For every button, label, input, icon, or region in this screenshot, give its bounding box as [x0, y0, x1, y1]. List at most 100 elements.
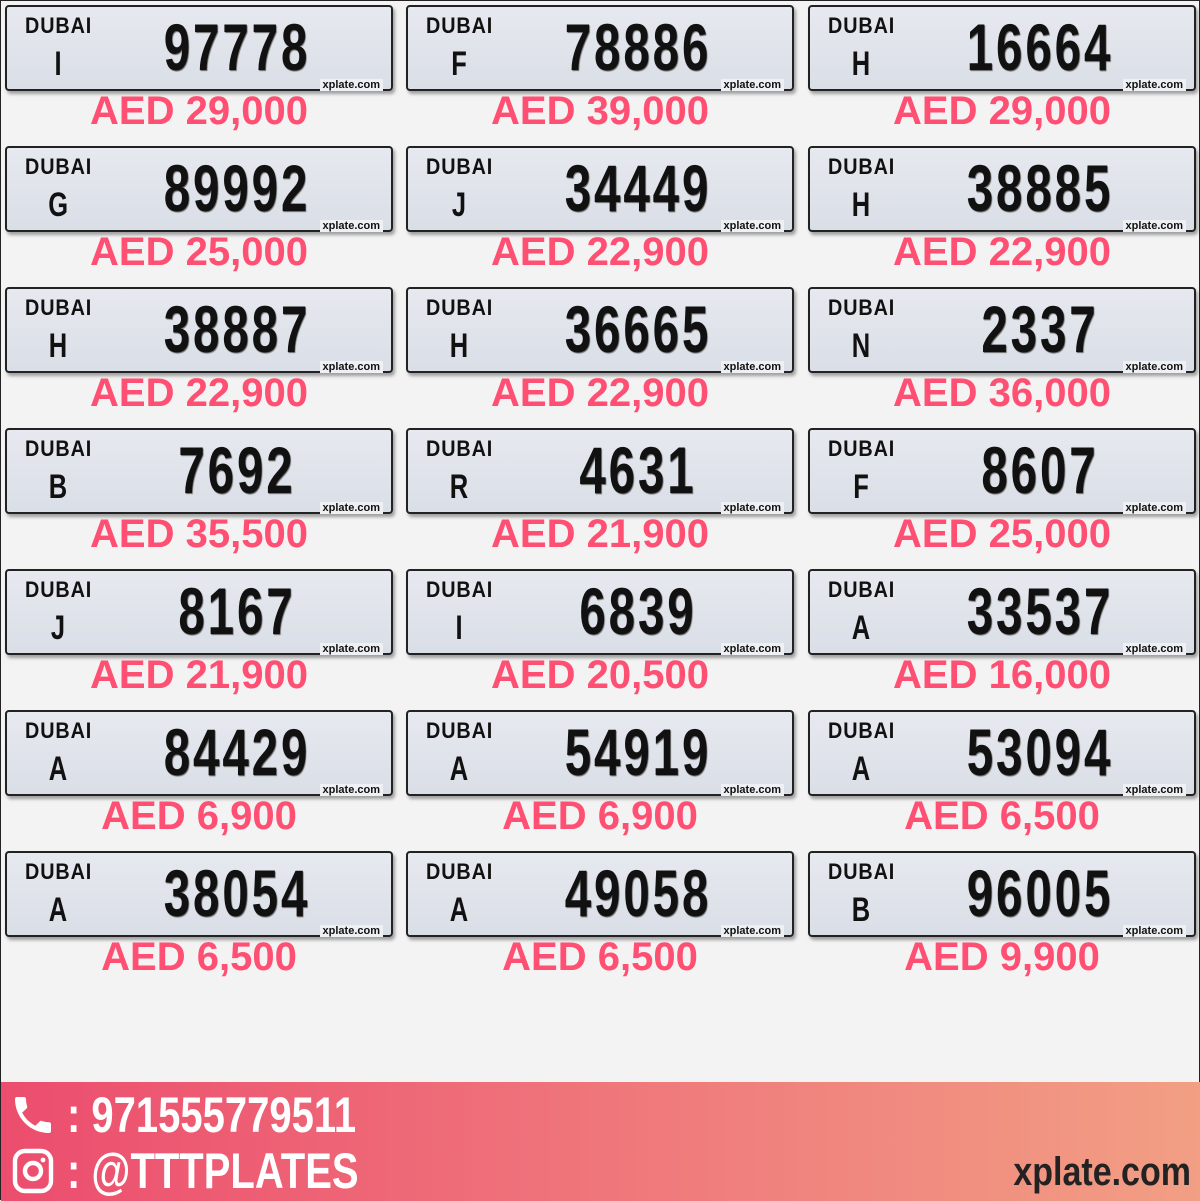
- contact-banner: : 971555779511 : @TTTPLATES xplate.com: [1, 1082, 1200, 1201]
- plate-listing[interactable]: DUBAI F 8607 xplate.com AED 25,000: [808, 428, 1196, 569]
- plate-grid: DUBAI I 97778 xplate.com AED 29,000 DUBA…: [1, 1, 1200, 1081]
- plate-listing[interactable]: DUBAI A 38054 xplate.com AED 6,500: [5, 851, 393, 992]
- plate-watermark: xplate.com: [319, 643, 383, 655]
- plate-number: 97778: [163, 10, 311, 84]
- plate-number: 8607: [981, 433, 1099, 507]
- emirate-label: DUBAI: [426, 718, 494, 743]
- plate-price: AED 22,900: [90, 371, 308, 415]
- emirate-label: DUBAI: [25, 718, 93, 743]
- plate-listing[interactable]: DUBAI H 38885 xplate.com AED 22,900: [808, 146, 1196, 287]
- plate-number: 2337: [981, 292, 1099, 366]
- plate-price: AED 39,000: [491, 89, 709, 133]
- plate-listing[interactable]: DUBAI G 89992 xplate.com AED 25,000: [5, 146, 393, 287]
- plate-watermark: xplate.com: [1122, 220, 1186, 232]
- license-plate: DUBAI H 16664 xplate.com: [808, 5, 1196, 91]
- plate-number: 6839: [579, 574, 697, 648]
- plate-price: AED 25,000: [893, 512, 1111, 556]
- plate-price: AED 6,900: [502, 794, 698, 838]
- plate-code: H: [851, 45, 871, 83]
- plate-number: 38054: [163, 856, 311, 930]
- plate-watermark: xplate.com: [720, 361, 784, 373]
- plate-price: AED 20,500: [491, 653, 709, 697]
- plate-code: H: [851, 186, 871, 224]
- plate-code: N: [851, 327, 871, 365]
- plate-price: AED 6,900: [101, 794, 297, 838]
- plate-watermark: xplate.com: [720, 643, 784, 655]
- plate-number: 96005: [966, 856, 1114, 930]
- plate-price: AED 6,500: [101, 935, 297, 979]
- license-plate: DUBAI F 78886 xplate.com: [406, 5, 794, 91]
- plate-listing[interactable]: DUBAI A 33537 xplate.com AED 16,000: [808, 569, 1196, 710]
- plate-price: AED 6,500: [502, 935, 698, 979]
- emirate-label: DUBAI: [25, 13, 93, 38]
- phone-number[interactable]: : 971555779511: [67, 1087, 357, 1143]
- emirate-label: DUBAI: [25, 436, 93, 461]
- plate-number: 89992: [163, 151, 311, 225]
- plate-listing[interactable]: DUBAI H 16664 xplate.com AED 29,000: [808, 5, 1196, 146]
- plate-listing[interactable]: DUBAI F 78886 xplate.com AED 39,000: [406, 5, 794, 146]
- plate-watermark: xplate.com: [1122, 361, 1186, 373]
- plate-listing[interactable]: DUBAI R 4631 xplate.com AED 21,900: [406, 428, 794, 569]
- plate-listing[interactable]: DUBAI B 7692 xplate.com AED 35,500: [5, 428, 393, 569]
- plate-code: F: [451, 45, 467, 83]
- plate-watermark: xplate.com: [319, 79, 383, 91]
- emirate-label: DUBAI: [25, 859, 93, 884]
- plate-listing[interactable]: DUBAI I 6839 xplate.com AED 20,500: [406, 569, 794, 710]
- plate-code: F: [853, 468, 869, 506]
- plate-watermark: xplate.com: [1122, 502, 1186, 514]
- license-plate: DUBAI I 97778 xplate.com: [5, 5, 393, 91]
- plate-price: AED 16,000: [893, 653, 1111, 697]
- plate-listing[interactable]: DUBAI H 38887 xplate.com AED 22,900: [5, 287, 393, 428]
- plate-watermark: xplate.com: [720, 79, 784, 91]
- emirate-label: DUBAI: [828, 154, 896, 179]
- plate-listing[interactable]: DUBAI B 96005 xplate.com AED 9,900: [808, 851, 1196, 992]
- instagram-handle[interactable]: : @TTTPLATES: [67, 1143, 359, 1199]
- license-plate: DUBAI G 89992 xplate.com: [5, 146, 393, 232]
- plate-code: J: [451, 186, 467, 224]
- plate-listing[interactable]: DUBAI H 36665 xplate.com AED 22,900: [406, 287, 794, 428]
- plate-code: J: [50, 609, 66, 647]
- emirate-label: DUBAI: [25, 577, 93, 602]
- plate-code: I: [455, 609, 463, 647]
- plate-code: G: [48, 186, 69, 224]
- plate-code: A: [851, 750, 871, 788]
- license-plate: DUBAI B 7692 xplate.com: [5, 428, 393, 514]
- plate-code: B: [48, 468, 68, 506]
- plate-listing[interactable]: DUBAI J 34449 xplate.com AED 22,900: [406, 146, 794, 287]
- plate-listing[interactable]: DUBAI A 54919 xplate.com AED 6,900: [406, 710, 794, 851]
- site-logo: xplate.com: [1013, 1150, 1191, 1194]
- plate-code: A: [449, 750, 469, 788]
- plate-watermark: xplate.com: [1122, 925, 1186, 937]
- emirate-label: DUBAI: [828, 577, 896, 602]
- plate-listing[interactable]: DUBAI A 49058 xplate.com AED 6,500: [406, 851, 794, 992]
- emirate-label: DUBAI: [426, 13, 494, 38]
- plate-listing[interactable]: DUBAI J 8167 xplate.com AED 21,900: [5, 569, 393, 710]
- license-plate: DUBAI A 84429 xplate.com: [5, 710, 393, 796]
- emirate-label: DUBAI: [426, 295, 494, 320]
- plate-listing[interactable]: DUBAI I 97778 xplate.com AED 29,000: [5, 5, 393, 146]
- emirate-label: DUBAI: [828, 718, 896, 743]
- plate-number: 8167: [178, 574, 296, 648]
- plate-listing[interactable]: DUBAI A 84429 xplate.com AED 6,900: [5, 710, 393, 851]
- emirate-label: DUBAI: [828, 436, 896, 461]
- plate-number: 54919: [564, 715, 712, 789]
- plate-price: AED 21,900: [90, 653, 308, 697]
- license-plate: DUBAI A 54919 xplate.com: [406, 710, 794, 796]
- plate-price: AED 9,900: [904, 935, 1100, 979]
- plate-number: 33537: [966, 574, 1114, 648]
- license-plate: DUBAI A 38054 xplate.com: [5, 851, 393, 937]
- emirate-label: DUBAI: [426, 577, 494, 602]
- plate-price: AED 29,000: [893, 89, 1111, 133]
- plate-price: AED 25,000: [90, 230, 308, 274]
- plate-number: 53094: [966, 715, 1114, 789]
- license-plate: DUBAI H 38887 xplate.com: [5, 287, 393, 373]
- plate-price: AED 21,900: [491, 512, 709, 556]
- plate-listing[interactable]: DUBAI N 2337 xplate.com AED 36,000: [808, 287, 1196, 428]
- license-plate: DUBAI A 53094 xplate.com: [808, 710, 1196, 796]
- plate-price: AED 36,000: [893, 371, 1111, 415]
- license-plate: DUBAI R 4631 xplate.com: [406, 428, 794, 514]
- plate-price: AED 22,900: [893, 230, 1111, 274]
- plate-listing[interactable]: DUBAI A 53094 xplate.com AED 6,500: [808, 710, 1196, 851]
- instagram-icon: [12, 1148, 54, 1194]
- plate-number: 7692: [178, 433, 296, 507]
